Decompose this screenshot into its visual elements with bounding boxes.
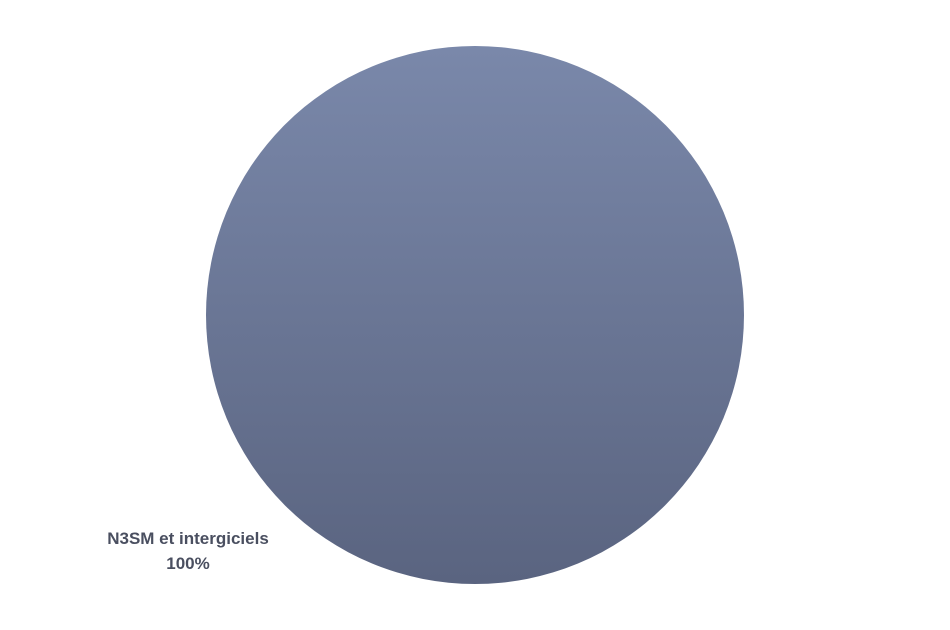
slice-label-category: N3SM et intergiciels: [107, 529, 269, 548]
pie-slice-1: [206, 46, 744, 584]
slice-label-value: 100%: [166, 554, 209, 573]
pie-labels: N3SM et intergiciels 100%: [107, 529, 269, 573]
pie-slices: [206, 46, 744, 584]
